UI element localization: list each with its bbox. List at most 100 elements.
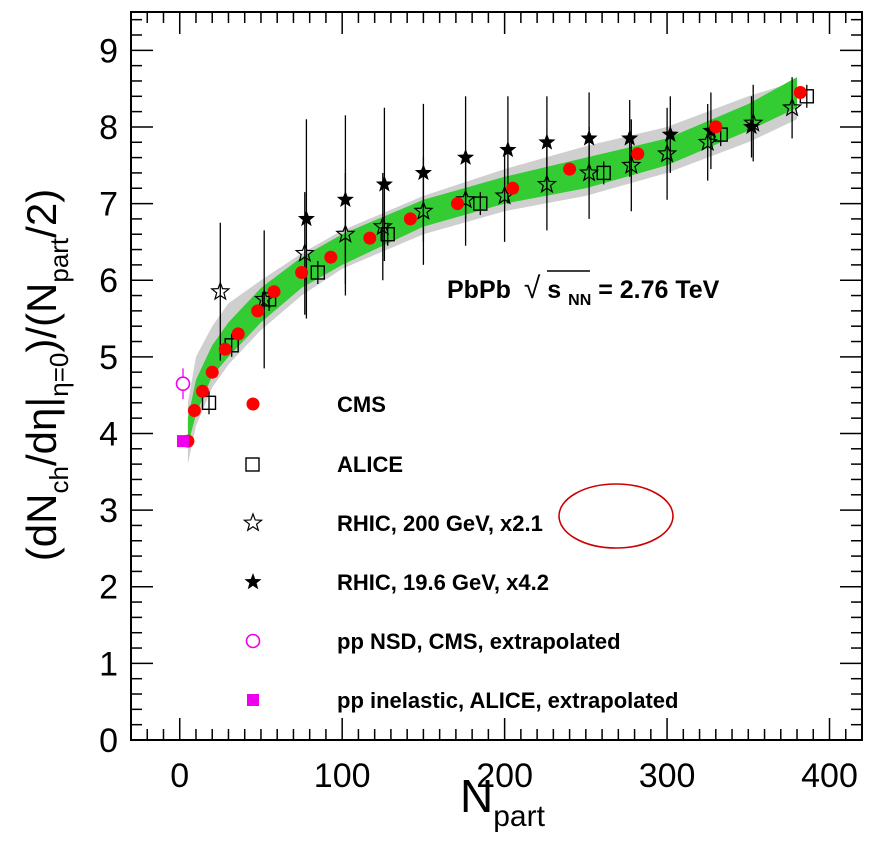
point-open-star bbox=[494, 149, 515, 242]
point-filled-circle bbox=[324, 250, 338, 264]
point-filled-star bbox=[621, 100, 639, 177]
point-open-star bbox=[294, 192, 315, 315]
marker bbox=[210, 280, 231, 301]
marker bbox=[563, 162, 577, 176]
point-open-star bbox=[781, 77, 803, 139]
point-open-circle bbox=[175, 368, 191, 400]
marker bbox=[372, 215, 393, 236]
legend-entry-alice: ALICE bbox=[245, 452, 403, 477]
legend-marker-rhic-19 bbox=[244, 573, 262, 590]
marker bbox=[631, 147, 645, 161]
marker bbox=[251, 304, 265, 318]
point-filled-star bbox=[375, 107, 393, 262]
x-tick-label: 100 bbox=[314, 757, 371, 795]
legend-label-pp-nsd: pp NSD, CMS, extrapolated bbox=[337, 629, 621, 654]
x-tick-label: 200 bbox=[476, 757, 533, 795]
y-axis-title: (dNch/dη|η=0)/(Npart/2) bbox=[18, 189, 74, 561]
y-tick-label: 6 bbox=[99, 262, 118, 300]
point-filled-circle bbox=[709, 120, 723, 134]
gray-band bbox=[187, 81, 797, 465]
point-filled-star bbox=[742, 96, 761, 158]
marker bbox=[538, 133, 556, 150]
marker bbox=[297, 209, 315, 227]
y-tick-label: 4 bbox=[99, 415, 118, 453]
legend-marker-pp-nsd bbox=[245, 633, 261, 649]
point-open-square bbox=[596, 161, 611, 185]
point-open-star bbox=[372, 172, 393, 281]
legend-star-filled bbox=[244, 573, 262, 590]
marker bbox=[177, 435, 189, 448]
legend-label-rhic-200: RHIC, 200 GeV, x2.1 bbox=[337, 511, 543, 536]
annotation-prefix: PbPb bbox=[447, 276, 511, 304]
legend-entry-rhic-19: RHIC, 19.6 GeV, x4.2 bbox=[244, 570, 549, 595]
marker bbox=[324, 250, 338, 264]
point-filled-star bbox=[457, 96, 475, 219]
point-open-square bbox=[473, 192, 488, 216]
marker bbox=[267, 285, 281, 299]
marker bbox=[205, 365, 219, 379]
marker bbox=[473, 196, 488, 211]
point-filled-circle bbox=[506, 181, 520, 195]
point-filled-star bbox=[336, 115, 354, 284]
marker bbox=[336, 190, 354, 207]
green-band bbox=[187, 77, 797, 445]
marker bbox=[231, 327, 245, 341]
marker bbox=[742, 117, 761, 135]
marker bbox=[621, 154, 642, 174]
energy-annotation: PbPb √ s NN = 2.76 TeV bbox=[447, 270, 720, 311]
point-filled-circle bbox=[451, 197, 464, 211]
legend-label-pp-inel: pp inelastic, ALICE, extrapolated bbox=[337, 688, 678, 713]
marker bbox=[709, 120, 723, 134]
marker bbox=[175, 376, 191, 392]
y-tick-label: 8 bbox=[99, 109, 118, 147]
marker bbox=[218, 342, 232, 356]
marker bbox=[781, 97, 803, 117]
point-filled-circle bbox=[363, 231, 377, 245]
point-filled-circle bbox=[403, 212, 417, 226]
legend-entry-rhic-200: RHIC, 200 GeV, x2.1 bbox=[242, 511, 543, 536]
point-filled-circle bbox=[218, 342, 232, 356]
point-open-star bbox=[621, 119, 642, 212]
x-tick-label: 300 bbox=[639, 757, 696, 795]
annotation-s-sub: NN bbox=[568, 292, 591, 309]
annotation-s: s bbox=[547, 276, 561, 304]
x-axis-title: Npart bbox=[460, 770, 546, 833]
marker bbox=[499, 140, 517, 158]
tick-labels: 0 100 200 300 400 0 1 2 3 4 5 6 7 8 9 bbox=[99, 32, 858, 795]
highlight-ellipse bbox=[558, 483, 674, 549]
legend-star-open bbox=[242, 512, 264, 532]
point-filled-circle bbox=[251, 304, 265, 318]
point-filled-circle bbox=[187, 404, 201, 417]
point-open-star bbox=[210, 222, 231, 361]
x-tick-label: 400 bbox=[801, 757, 858, 795]
y-tick-label: 9 bbox=[99, 32, 118, 70]
marker bbox=[294, 242, 315, 263]
legend-label-alice: ALICE bbox=[337, 452, 403, 477]
point-filled-circle bbox=[205, 365, 219, 379]
y-tick-label: 0 bbox=[99, 722, 118, 760]
legend-marker-rhic-200 bbox=[242, 512, 264, 532]
marker bbox=[187, 404, 201, 417]
svg-text:PbPb √ s NN: PbPb √ s NN = 2.76 TeV bbox=[447, 272, 720, 311]
legend-entry-pp-inel: pp inelastic, ALICE, extrapolated bbox=[247, 688, 678, 713]
point-filled-circle bbox=[563, 162, 577, 176]
point-filled-circle bbox=[231, 327, 245, 341]
point-filled-star bbox=[297, 119, 315, 319]
marker bbox=[661, 125, 679, 142]
point-filled-square bbox=[177, 435, 189, 448]
legend-marker-alice bbox=[245, 457, 260, 472]
point-open-star bbox=[254, 230, 275, 369]
x-tick-label: 0 bbox=[170, 757, 189, 795]
y-tick-label: 5 bbox=[99, 339, 118, 377]
point-open-square bbox=[201, 391, 217, 415]
marker bbox=[363, 231, 377, 245]
point-filled-star bbox=[538, 96, 556, 189]
y-tick-label: 2 bbox=[99, 569, 118, 607]
marker bbox=[506, 181, 520, 195]
point-filled-circle bbox=[793, 86, 807, 99]
point-filled-circle bbox=[631, 147, 645, 161]
bands bbox=[187, 77, 797, 465]
legend-label-rhic-19: RHIC, 19.6 GeV, x4.2 bbox=[337, 570, 549, 595]
point-filled-star bbox=[580, 92, 598, 185]
